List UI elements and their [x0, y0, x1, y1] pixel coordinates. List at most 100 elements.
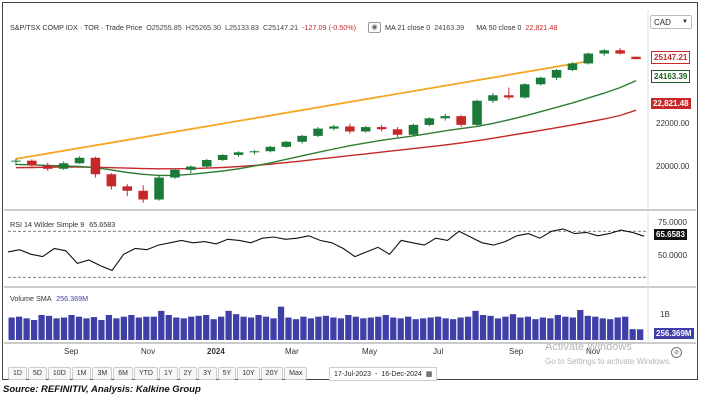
volume-bar [165, 315, 172, 340]
volume-bar [360, 318, 367, 340]
volume-bar [375, 316, 382, 340]
date-range-start: 17-Jul-2023 [334, 370, 371, 378]
symbol-label: S&P/TSX COMP IDX · TOR · Trade Price [10, 23, 143, 32]
candle-body [281, 141, 292, 147]
range-button-bar: 1D 5D 10D 1M 3M 6M YTD 1Y 2Y 3Y 5Y 10Y 2… [8, 367, 308, 380]
open-value: O25255.85 [146, 23, 182, 32]
volume-bar [367, 317, 374, 340]
ma50-label: MA 50 close 0 [476, 23, 522, 32]
volume-bar [270, 318, 277, 340]
visibility-toggle-icon[interactable]: ◉ [368, 22, 382, 33]
range-button-20y[interactable]: 20Y [260, 367, 284, 380]
volume-bar [509, 314, 517, 340]
candle-body [106, 174, 117, 187]
volume-bar [637, 329, 644, 340]
currency-select[interactable]: CAD ▼ [650, 15, 692, 29]
volume-bar [75, 316, 83, 340]
volume-bar [262, 316, 270, 340]
high-value: H25265.30 [185, 23, 221, 32]
y-tick-20000: 20000.00 [656, 162, 690, 171]
rsi-pane-label: RSI 14 Wilder Simple 9 65.6583 [10, 220, 115, 229]
ma50-header-value: 22,821.48 [525, 23, 558, 32]
volume-bar [330, 317, 337, 340]
candle-body [249, 151, 260, 153]
volume-bar [517, 317, 524, 340]
volume-header-value: 256.369M [56, 294, 89, 303]
date-range-picker[interactable]: 17-Jul-2023 - 16-Dec-2024 ▦ [329, 367, 438, 381]
volume-bar [8, 317, 15, 340]
ma21-label: MA 21 close 0 [385, 23, 431, 32]
candle-body [360, 127, 371, 132]
range-button-max[interactable]: Max [284, 367, 308, 380]
candle-body [138, 190, 148, 200]
volume-bar [464, 316, 472, 340]
date-range-separator: - [374, 370, 378, 378]
chart-header: S&P/TSX COMP IDX · TOR · Trade Price O25… [10, 22, 557, 33]
range-button-10y[interactable]: 10Y [237, 367, 260, 380]
range-button-ytd[interactable]: YTD [133, 367, 158, 380]
volume-tick-1b: 1B [660, 310, 670, 319]
activate-windows-watermark: Activate Windows [545, 341, 632, 353]
candle-body [631, 56, 641, 60]
volume-bar [382, 315, 389, 340]
volume-bar [15, 316, 23, 340]
range-button-1m[interactable]: 1M [71, 367, 92, 380]
volume-bar [315, 316, 322, 340]
volume-bar [98, 320, 105, 340]
range-button-10d[interactable]: 10D [47, 367, 71, 380]
candle-body [170, 169, 180, 178]
volume-bar [45, 315, 53, 340]
candle-body [456, 116, 466, 125]
volume-bar [135, 317, 142, 340]
volume-bar [113, 318, 120, 340]
volume-bar [622, 316, 629, 340]
chevron-down-icon: ▼ [682, 19, 688, 25]
volume-bar [457, 317, 464, 340]
candle-body [186, 166, 196, 170]
candle-body [599, 50, 610, 54]
candle-body [74, 157, 85, 164]
candle-body [392, 129, 403, 135]
rsi-tick-75: 75.0000 [658, 218, 687, 227]
ma21-header-value: 24163.39 [434, 23, 465, 32]
candle-body [519, 84, 530, 98]
candle-body [615, 50, 625, 54]
volume-bar [599, 318, 606, 340]
volume-bar [554, 315, 561, 340]
candle-body [42, 165, 53, 169]
volume-bar [195, 315, 202, 340]
y-tick-22000: 22000.00 [656, 119, 690, 128]
range-button-5d[interactable]: 5D [27, 367, 47, 380]
volume-bar [83, 318, 90, 340]
volume-bar [232, 314, 240, 340]
source-caption: Source: REFINITIV, Analysis: Kalkine Gro… [3, 384, 201, 395]
volume-bar [524, 316, 532, 340]
range-button-6m[interactable]: 6M [113, 367, 133, 380]
volume-bar [173, 317, 180, 340]
rsi-line [7, 228, 645, 272]
range-button-2y[interactable]: 2Y [178, 367, 198, 380]
reset-zoom-icon[interactable]: ⊘ [671, 347, 682, 358]
candle-body [472, 100, 482, 125]
range-button-3m[interactable]: 3M [92, 367, 113, 380]
volume-value-tag: 256.369M [654, 328, 694, 339]
range-button-3y[interactable]: 3Y [198, 367, 217, 380]
candle-body [58, 163, 69, 169]
volume-bar [472, 310, 479, 340]
volume-bar [614, 317, 621, 340]
volume-bar [105, 315, 113, 340]
range-button-5y[interactable]: 5Y [217, 367, 237, 380]
volume-bar [434, 316, 442, 340]
range-button-1d[interactable]: 1D [8, 367, 27, 380]
volume-bar [300, 316, 307, 340]
range-button-1y[interactable]: 1Y [158, 367, 178, 380]
volume-bar [449, 319, 457, 340]
volume-bar [53, 318, 60, 340]
volume-bar [180, 318, 187, 340]
rsi-value-tag: 65.6583 [654, 229, 687, 240]
volume-label: Volume SMA [10, 294, 52, 303]
candle-body [424, 118, 435, 125]
x-label-nov-2024: Nov [586, 347, 601, 356]
volume-bar [547, 318, 554, 340]
